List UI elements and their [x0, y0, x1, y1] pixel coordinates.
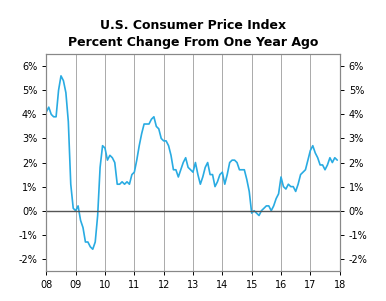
Title: U.S. Consumer Price Index
Percent Change From One Year Ago: U.S. Consumer Price Index Percent Change…: [68, 19, 318, 49]
